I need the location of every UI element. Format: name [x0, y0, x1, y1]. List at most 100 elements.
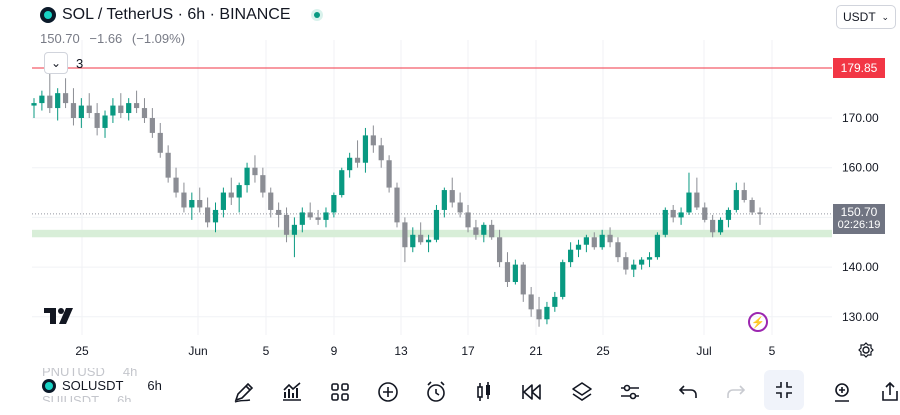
symbol-item[interactable]: SUIUSDT 6h: [42, 394, 162, 402]
candle-body: [70, 103, 77, 118]
candle-body: [260, 175, 266, 193]
price-change: −1.66: [89, 31, 123, 46]
settings-sliders-icon[interactable]: [614, 376, 646, 408]
candle-body: [347, 157, 353, 171]
candle-body: [749, 200, 755, 213]
candle-body: [386, 160, 392, 188]
candle-body: [173, 177, 179, 193]
redo-icon[interactable]: [720, 376, 752, 408]
candle-body: [331, 195, 337, 213]
y-tick-label: 130.00: [842, 310, 879, 324]
object-tree-icon[interactable]: [826, 376, 858, 408]
layers-icon[interactable]: [566, 376, 598, 408]
currency-label: USDT: [843, 10, 876, 24]
candle-body: [583, 237, 589, 245]
symbol-title[interactable]: SOL / TetherUS · 6h · BINANCE: [62, 6, 291, 23]
plus-icon[interactable]: [372, 376, 404, 408]
symbol-item[interactable]: PNUTUSD 4h: [42, 368, 162, 376]
candle-body: [639, 259, 645, 265]
candle-body: [165, 152, 171, 178]
candle-body: [449, 190, 455, 203]
candle-body: [568, 249, 574, 263]
share-icon[interactable]: [874, 376, 900, 408]
candle-body: [402, 222, 408, 248]
y-tick-label: 170.00: [842, 111, 879, 125]
candle-body: [678, 212, 684, 218]
candle-body: [394, 187, 400, 223]
candle-body: [228, 192, 234, 198]
x-tick-label: Jun: [188, 344, 207, 358]
symbol-name: SUIUSDT: [42, 394, 100, 402]
candle-body: [575, 244, 582, 250]
x-tick-label: 5: [769, 344, 776, 358]
candle-body: [512, 264, 518, 283]
indicators-icon[interactable]: [276, 376, 308, 408]
alert-price-tag[interactable]: 179.85: [833, 58, 885, 78]
candle-body: [378, 145, 384, 161]
chart-settings-icon[interactable]: [858, 342, 874, 361]
candle-body: [670, 209, 676, 218]
alarm-icon[interactable]: [420, 376, 452, 408]
candle-body: [315, 217, 321, 220]
candle-body: [418, 234, 424, 243]
candle-body: [717, 219, 724, 233]
chart-grid: [32, 40, 832, 335]
candle-body: [489, 224, 495, 238]
candle-body: [268, 192, 274, 210]
candles: [31, 68, 763, 327]
candle-body: [465, 212, 471, 228]
indicators-toggle[interactable]: ⌄ 3: [44, 52, 83, 74]
x-tick-label: 21: [529, 344, 543, 358]
candle-body: [47, 95, 53, 109]
lightning-icon[interactable]: ⚡: [748, 312, 768, 332]
candle-body: [370, 135, 376, 146]
candle-body: [110, 105, 116, 116]
pen-icon[interactable]: [228, 376, 260, 408]
undo-icon[interactable]: [672, 376, 704, 408]
x-tick-label: 5: [263, 344, 270, 358]
candle-body: [276, 209, 282, 215]
candle-body: [528, 294, 534, 310]
candle-body: [544, 306, 550, 320]
candle-body: [78, 105, 84, 118]
indicator-count: 3: [76, 55, 84, 71]
alert-price-label: 179.85: [840, 61, 878, 75]
candle-body: [733, 190, 739, 210]
candle-body: [631, 264, 637, 270]
candle-body: [496, 237, 503, 263]
candle-body: [662, 209, 668, 235]
bar-countdown: 02:26:19: [837, 219, 881, 231]
symbol-switcher[interactable]: PNUTUSD 4h SOLUSDT 6h SUIUSDT 6h: [42, 368, 162, 402]
x-axis: 25 Jun 5 9 13 17 21 25 Jul 5: [75, 344, 775, 358]
candle-body: [702, 207, 708, 220]
replay-icon[interactable]: [516, 376, 548, 408]
candle-body: [94, 113, 100, 128]
symbol-header[interactable]: SOL / TetherUS · 6h · BINANCE: [40, 6, 323, 24]
candle-body: [607, 234, 613, 243]
candle-body: [252, 167, 258, 176]
candle-body: [599, 234, 605, 248]
grid-icon[interactable]: [324, 376, 356, 408]
price-change-percent: (−1.09%): [131, 31, 186, 46]
x-tick-label: 9: [331, 344, 338, 358]
candle-body: [686, 192, 692, 213]
current-price-label: 150.70: [840, 205, 878, 219]
collapse-icon[interactable]: [764, 370, 804, 410]
symbol-item-active[interactable]: SOLUSDT 6h: [42, 378, 162, 394]
candle-body: [457, 202, 463, 213]
candle-body: [212, 209, 219, 223]
candles-icon[interactable]: [468, 376, 500, 408]
candle-body: [205, 207, 211, 223]
candle-body: [55, 93, 61, 109]
candle-body: [189, 200, 195, 208]
x-tick-label: 25: [75, 344, 89, 358]
candle-body: [323, 212, 329, 220]
candle-body: [126, 103, 132, 114]
chevron-down-icon[interactable]: ⌄: [44, 52, 68, 74]
tradingview-logo[interactable]: [44, 304, 76, 330]
candle-body: [615, 242, 621, 258]
quote-line: 150.70 −1.66 (−1.09%): [40, 31, 191, 46]
currency-select[interactable]: USDT ⌄: [836, 5, 896, 29]
current-price-tag: 150.70 02:26:19: [833, 204, 885, 234]
